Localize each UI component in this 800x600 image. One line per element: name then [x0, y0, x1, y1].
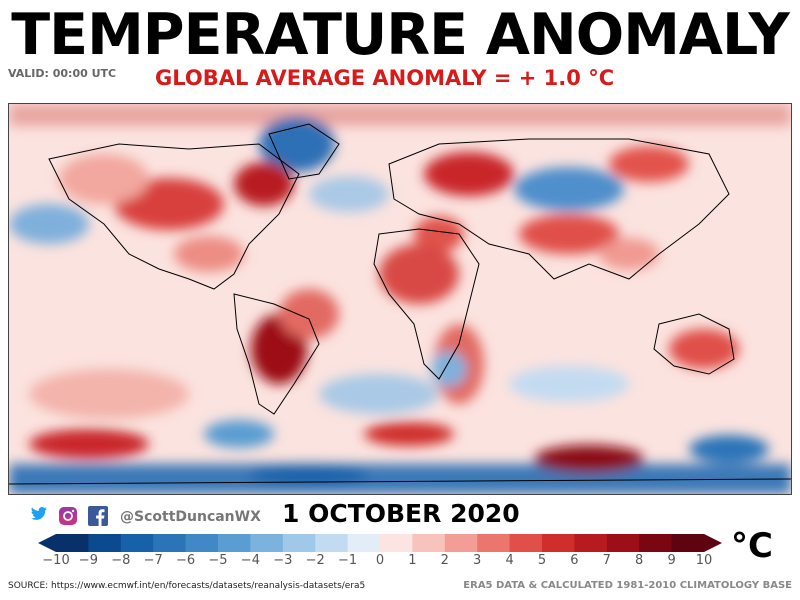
valid-time: VALID: 00:00 UTC	[8, 67, 117, 80]
map-title: TEMPERATURE ANOMALY	[11, 2, 790, 68]
colorbar-tick-label: 2	[440, 553, 449, 568]
colorbar-tick-label: 1	[408, 553, 417, 568]
colorbar-tick-label: 3	[473, 553, 482, 568]
colorbar	[38, 534, 722, 552]
colorbar-tick-label: 10	[695, 553, 713, 568]
colorbar-tick-label: −10	[42, 553, 70, 568]
colorbar-tick-label: 7	[602, 553, 611, 568]
colorbar-segment	[509, 534, 543, 552]
world-anomaly-map	[8, 103, 792, 495]
colorbar-tick-label: 9	[667, 553, 676, 568]
colorbar-segment	[477, 534, 511, 552]
colorbar-segment	[380, 534, 413, 552]
instagram-icon[interactable]	[58, 506, 78, 526]
twitter-icon[interactable]	[30, 506, 48, 522]
colorbar-segment	[574, 534, 608, 552]
colorbar-segment	[88, 534, 122, 552]
colorbar-segment	[639, 534, 673, 552]
colorbar-tick-label: −2	[305, 553, 325, 568]
colorbar-tick-label: 5	[537, 553, 547, 568]
colorbar-tick-label: 0	[375, 553, 385, 568]
colorbar-segment	[120, 534, 154, 552]
coastlines	[9, 123, 791, 485]
world-map-svg	[9, 104, 791, 494]
colorbar-segment	[56, 534, 89, 552]
colorbar-segment	[412, 534, 446, 552]
climatology-base: ERA5 DATA & CALCULATED 1981-2010 CLIMATO…	[463, 580, 792, 591]
colorbar-segment	[153, 534, 187, 552]
colorbar-tick-label: −8	[111, 553, 131, 568]
colorbar-unit: °C	[731, 526, 773, 566]
colorbar-extend-low	[38, 534, 56, 552]
anomaly-field	[9, 104, 791, 494]
colorbar-segment	[282, 534, 316, 552]
facebook-icon[interactable]	[88, 506, 108, 526]
colorbar-tick-label: 4	[505, 553, 514, 568]
colorbar-segment	[542, 534, 575, 552]
colorbar-segment	[250, 534, 284, 552]
colorbar-tick-label: 6	[570, 553, 579, 568]
colorbar-segment	[444, 534, 478, 552]
colorbar-segment	[218, 534, 251, 552]
colorbar-tick-label: −9	[78, 553, 98, 568]
colorbar-segment	[185, 534, 219, 552]
colorbar-extend-high	[704, 534, 722, 552]
colorbar-tick-label: −1	[338, 553, 358, 568]
global-anomaly-subtitle: GLOBAL AVERAGE ANOMALY = + 1.0 °C	[155, 66, 615, 90]
colorbar-segment	[606, 534, 640, 552]
colorbar-tick-label: −3	[273, 553, 293, 568]
map-date: 1 OCTOBER 2020	[282, 499, 520, 528]
data-source[interactable]: SOURCE: https://www.ecmwf.int/en/forecas…	[8, 581, 366, 591]
colorbar-segment	[315, 534, 349, 552]
colorbar-tick-label: 8	[635, 553, 644, 568]
author-handle[interactable]: @ScottDuncanWX	[120, 509, 261, 525]
colorbar-tick-label: −5	[208, 553, 228, 568]
colorbar-tick-label: −6	[176, 553, 196, 568]
colorbar-segment	[347, 534, 381, 552]
colorbar-tick-label: −4	[240, 553, 260, 568]
colorbar-ticks: −10 −9 −8 −7 −6 −5 −4 −3 −2 −1 0 1 2 3 4 5 6 7 8 9 10	[0, 553, 800, 569]
colorbar-tick-label: −7	[143, 553, 163, 568]
colorbar-segment	[671, 534, 705, 552]
